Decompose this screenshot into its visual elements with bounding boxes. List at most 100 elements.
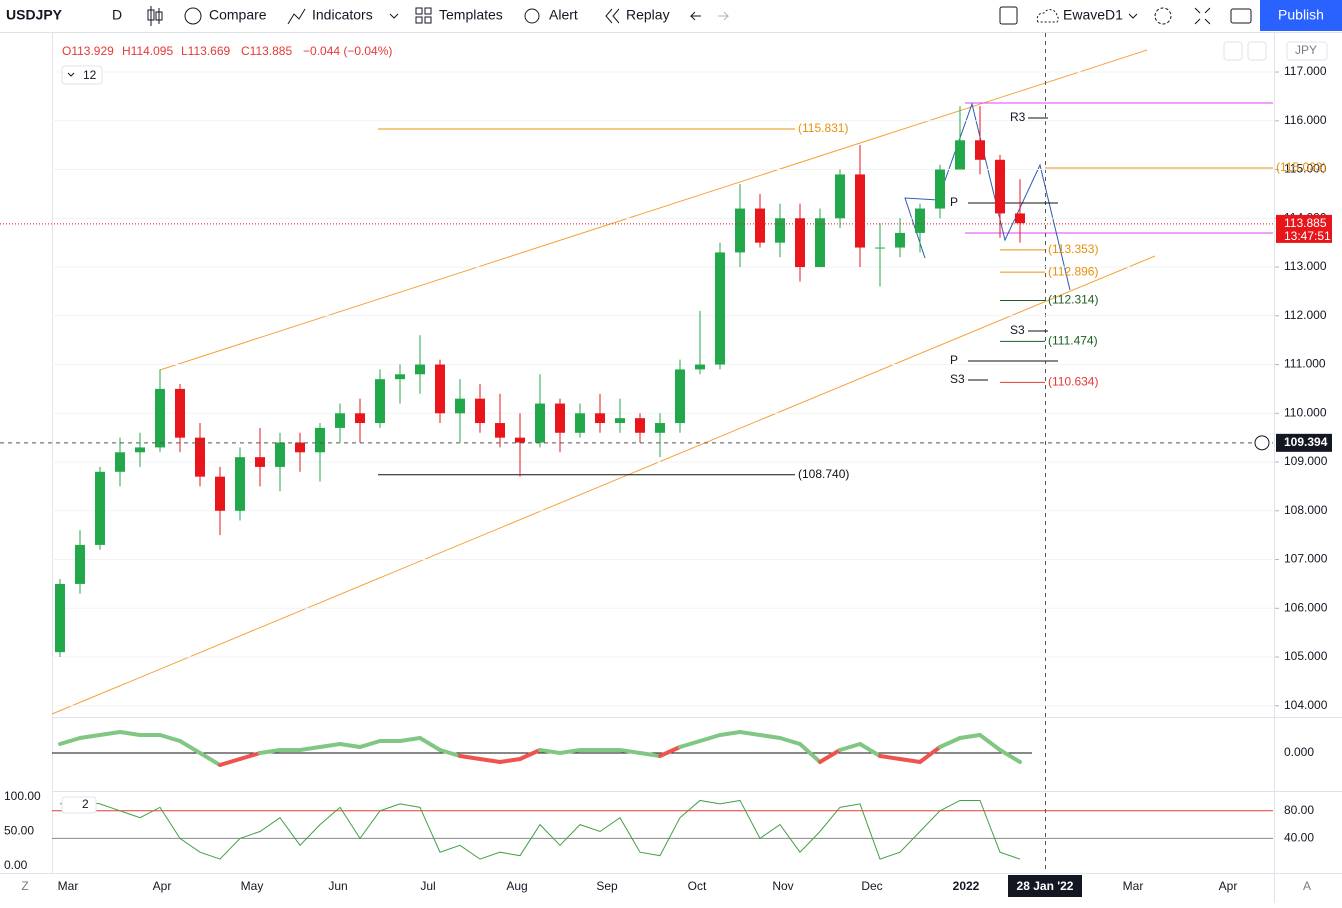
candle-body xyxy=(895,232,905,248)
legend-close: C113.885 xyxy=(241,44,292,58)
y-tick-label: 104.000 xyxy=(1284,698,1328,712)
legend-high: H114.095 xyxy=(122,44,173,58)
candle-body xyxy=(75,544,85,584)
oscillator-segment xyxy=(558,748,582,755)
candle-body xyxy=(475,398,485,424)
compare-icon[interactable] xyxy=(184,7,202,25)
symbol[interactable]: USDJPY xyxy=(6,7,63,23)
oscillator-segment xyxy=(618,748,642,755)
candle-body xyxy=(915,208,925,233)
indicators-button[interactable]: Indicators xyxy=(312,7,373,23)
candle-body xyxy=(635,418,645,433)
templates-icon[interactable] xyxy=(415,7,432,24)
level-label: (113.353) xyxy=(1048,242,1098,256)
oscillator-segment xyxy=(738,730,762,737)
candle-body xyxy=(755,208,765,243)
oscillator-segment xyxy=(878,754,902,761)
chart-content: 104.000 105.000 106.000 107.000 108.000 109.0… xyxy=(0,64,1332,897)
level-label: (111.474) xyxy=(1048,334,1098,348)
scale-button[interactable] xyxy=(1247,41,1267,61)
x-tick-label: Apr xyxy=(1219,879,1238,893)
level-label: (110.634) xyxy=(1048,375,1098,389)
oscillator-segment xyxy=(658,745,682,758)
layout-icon[interactable] xyxy=(999,6,1018,25)
oscillator-segment xyxy=(178,739,202,755)
last-price-box xyxy=(1276,214,1332,243)
channel-lower xyxy=(51,255,1156,715)
add-button[interactable] xyxy=(1254,435,1270,451)
cloud-icon[interactable] xyxy=(1036,9,1059,23)
y-tick-label: 100.00 xyxy=(4,789,41,803)
layout-name[interactable]: EwaveD1 xyxy=(1063,7,1123,23)
oscillator-segment xyxy=(958,733,982,740)
candle-body xyxy=(455,398,465,414)
x-tick-label: Oct xyxy=(688,879,707,893)
oscillator-segment xyxy=(698,733,722,743)
y-tick-label: 109.000 xyxy=(1284,454,1328,468)
snapshot-icon[interactable] xyxy=(1230,8,1252,24)
interval[interactable]: D xyxy=(112,7,122,23)
y-tick-label: 0.00 xyxy=(4,858,28,872)
settings-icon[interactable] xyxy=(1154,7,1172,25)
fullscreen-icon[interactable] xyxy=(1194,7,1211,25)
x-tick-label: Apr xyxy=(153,879,172,893)
publish-button[interactable]: Publish xyxy=(1278,7,1324,23)
candle-body xyxy=(115,452,125,472)
y-tick-label: 117.000 xyxy=(1284,64,1327,78)
currency[interactable]: JPY xyxy=(1295,43,1317,57)
x-tick-label: May xyxy=(241,879,264,893)
oscillator-segment xyxy=(218,757,242,767)
compare-button[interactable]: Compare xyxy=(209,7,267,23)
collapse-icon[interactable] xyxy=(67,72,75,77)
scale-button[interactable] xyxy=(1223,41,1243,61)
x-tick-label: Aug xyxy=(506,879,527,893)
candle-body xyxy=(215,476,225,511)
alert-icon[interactable] xyxy=(524,8,540,24)
oscillator-segment xyxy=(718,730,742,737)
candle-body xyxy=(815,218,825,268)
candle-body xyxy=(535,403,545,443)
oscillator-segment xyxy=(678,739,702,749)
oscillator-segment xyxy=(798,742,822,764)
oscillator-segment xyxy=(398,736,422,743)
candle-body xyxy=(375,379,385,424)
oscillator-segment xyxy=(338,742,362,749)
candle-body xyxy=(795,218,805,268)
candle-body xyxy=(335,413,345,428)
publish-bg[interactable] xyxy=(1260,0,1342,31)
oscillator-segment xyxy=(258,748,282,755)
corner-button[interactable]: Z xyxy=(21,879,28,893)
corner-button[interactable]: A xyxy=(1303,879,1311,893)
candle-icon[interactable] xyxy=(147,6,163,26)
y-tick-label: 108.000 xyxy=(1284,503,1328,517)
y-tick-label: 80.00 xyxy=(1284,803,1314,817)
candle-body xyxy=(655,423,665,433)
currency-badge[interactable] xyxy=(1286,41,1328,61)
redo-icon[interactable] xyxy=(718,11,730,21)
candle-body xyxy=(1015,213,1025,224)
y-tick-label: 112.000 xyxy=(1284,308,1327,322)
countdown: 13:47:51 xyxy=(1284,229,1331,243)
candle-body xyxy=(395,374,405,380)
replay-button[interactable]: Replay xyxy=(626,7,670,23)
oscillator-segment xyxy=(858,742,882,758)
y-tick-label: 111.000 xyxy=(1284,357,1326,371)
indicators-icon[interactable] xyxy=(287,8,306,25)
templates-button[interactable]: Templates xyxy=(439,7,503,23)
alert-button[interactable]: Alert xyxy=(549,7,578,23)
dropdown-icon[interactable] xyxy=(389,13,399,19)
level-label: (108.740) xyxy=(798,467,849,481)
candle-body xyxy=(775,218,785,243)
indicator-count[interactable]: 12 xyxy=(83,68,97,82)
pivot-label: P xyxy=(950,353,958,367)
undo-icon[interactable] xyxy=(689,11,701,21)
replay-icon[interactable] xyxy=(605,8,620,24)
oscillator-segment xyxy=(998,748,1022,764)
indicator-badge[interactable] xyxy=(61,65,103,85)
pivot-label: S3 xyxy=(1010,323,1025,337)
dropdown-icon[interactable] xyxy=(1128,13,1138,19)
oscillator-segment xyxy=(358,739,382,749)
oscillator-segment xyxy=(778,736,802,746)
x-tick-label: Mar xyxy=(58,879,79,893)
x-tick-label: Nov xyxy=(772,879,793,893)
